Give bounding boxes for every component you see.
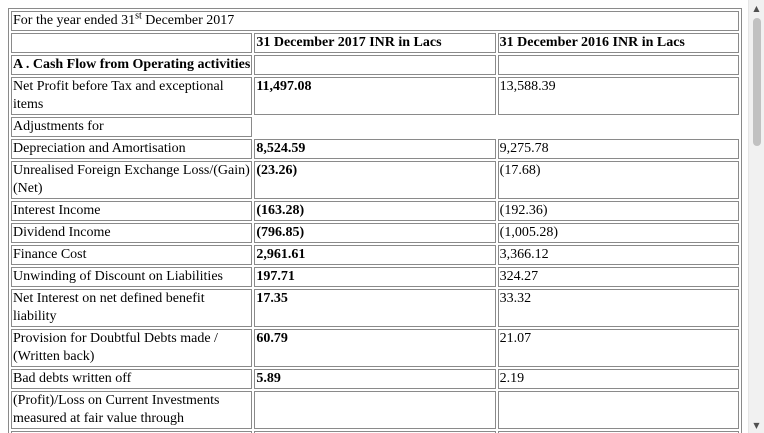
value-2017: (796.85) <box>254 223 496 243</box>
column-header-2017: 31 December 2017 INR in Lacs <box>254 33 496 53</box>
section-blank-2016 <box>497 55 739 75</box>
row-label: Net Interest on net defined benefit liab… <box>11 289 253 327</box>
document-viewport: For the year ended 31st December 2017 31… <box>8 8 742 433</box>
table-row: Net Interest on net defined benefit liab… <box>11 289 739 327</box>
row-label: Unwinding of Discount on Liabilities <box>11 267 253 287</box>
value-2017: 8,524.59 <box>254 139 496 159</box>
row-label: Net Profit before Tax and exceptional it… <box>11 77 253 115</box>
table-row: Net Profit before Tax and exceptional it… <box>11 77 739 115</box>
value-2017: 11,497.08 <box>254 77 496 115</box>
period-cell: For the year ended 31st December 2017 <box>11 11 739 31</box>
section-title: A . Cash Flow from Operating activities <box>11 55 253 75</box>
value-2016: 21.07 <box>497 329 739 367</box>
row-label: Adjustments for <box>11 117 253 137</box>
value-2016: (17.68) <box>497 161 739 199</box>
value-2016: 2.19 <box>497 369 739 389</box>
value-2016: (1,005.28) <box>497 223 739 243</box>
row-label: Interest Income <box>11 201 253 221</box>
period-superscript: st <box>135 10 142 22</box>
value-2016: (192.36) <box>497 201 739 221</box>
table-row: Depreciation and Amortisation 8,524.59 9,2… <box>11 139 739 159</box>
row-label: Depreciation and Amortisation <box>11 139 253 159</box>
scroll-up-arrow-icon[interactable]: ▲ <box>753 3 760 13</box>
value-2017: 17.35 <box>254 289 496 327</box>
table-row: Interest Income (163.28) (192.36) <box>11 201 739 221</box>
table-row: Unrealised Foreign Exchange Loss/(Gain) … <box>11 161 739 199</box>
vertical-scrollbar[interactable]: ▲ ▼ <box>748 0 764 433</box>
value-2017: (10.99) <box>254 431 496 433</box>
scroll-down-arrow-icon[interactable]: ▼ <box>753 420 760 430</box>
row-label: Unrealised Foreign Exchange Loss/(Gain) … <box>11 161 253 199</box>
row-label: Provision for Doubtful Debts made / (Wri… <box>11 329 253 367</box>
header-period-row: For the year ended 31st December 2017 <box>11 11 739 31</box>
value-2016: 9,275.78 <box>497 139 739 159</box>
row-label: Finance Cost <box>11 245 253 265</box>
table-row: Unwinding of Discount on Liabilities 197.… <box>11 267 739 287</box>
row-label: Bad debts written off <box>11 369 253 389</box>
value-2017: (23.26) <box>254 161 496 199</box>
header-blank-cell <box>11 33 253 53</box>
table-row: Bad debts written off 5.89 2.19 <box>11 369 739 389</box>
row-label: Profit and Loss <box>11 431 253 433</box>
value-2016: 3,366.12 <box>497 245 739 265</box>
period-suffix: December 2017 <box>141 13 235 28</box>
value-2016 <box>497 391 739 429</box>
value-2017: 197.71 <box>254 267 496 287</box>
value-2016: 324.27 <box>497 267 739 287</box>
value-2016: 9.58 <box>497 431 739 433</box>
table-row: Profit and Loss(10.99)9.58 <box>11 431 739 433</box>
table-row: (Profit)/Loss on Current Investments mea… <box>11 391 739 429</box>
value-2016: 33.32 <box>497 289 739 327</box>
table-row: Finance Cost 2,961.61 3,366.12 <box>11 245 739 265</box>
value-2017: 5.89 <box>254 369 496 389</box>
table-row: Provision for Doubtful Debts made / (Wri… <box>11 329 739 367</box>
cash-flow-table: For the year ended 31st December 2017 31… <box>8 8 742 433</box>
column-header-2016: 31 December 2016 INR in Lacs <box>497 33 739 53</box>
section-title-row: A . Cash Flow from Operating activities <box>11 55 739 75</box>
value-2017: 2,961.61 <box>254 245 496 265</box>
value-2016: 13,588.39 <box>497 77 739 115</box>
section-blank-2017 <box>254 55 496 75</box>
row-label: Dividend Income <box>11 223 253 243</box>
value-2017: (163.28) <box>254 201 496 221</box>
row-label: (Profit)/Loss on Current Investments mea… <box>11 391 253 429</box>
value-2017: 60.79 <box>254 329 496 367</box>
value-2017 <box>254 391 496 429</box>
table-row: Adjustments for <box>11 117 739 137</box>
header-columns-row: 31 December 2017 INR in Lacs 31 December… <box>11 33 739 53</box>
table-row: Dividend Income (796.85) (1,005.28) <box>11 223 739 243</box>
period-prefix: For the year ended 31 <box>13 13 136 28</box>
scrollbar-thumb[interactable] <box>753 18 761 146</box>
